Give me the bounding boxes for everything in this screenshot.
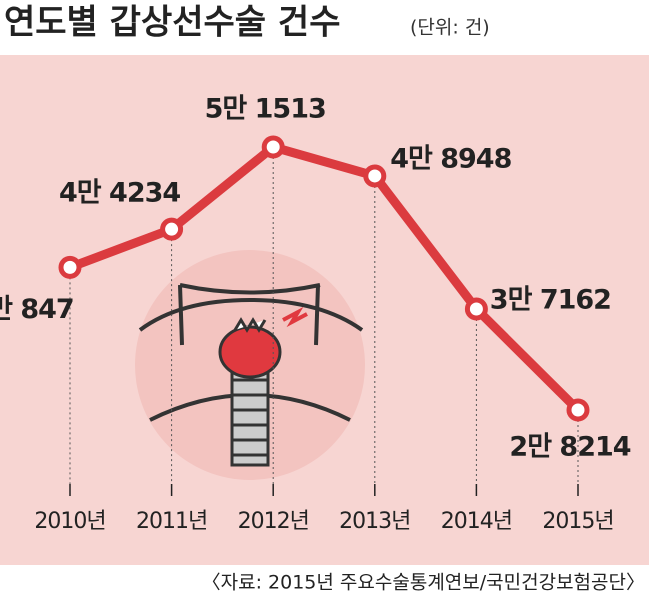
unit: (단위: 건) <box>410 17 490 39</box>
marker <box>566 398 590 422</box>
value-label: 4만 847 <box>0 294 74 325</box>
value-label: 5만 1513 <box>205 94 326 125</box>
value-label: 4만 4234 <box>59 178 180 209</box>
marker <box>160 217 184 241</box>
marker <box>58 255 82 279</box>
line <box>68 142 582 414</box>
x-tick-label: 2012년 <box>238 509 309 534</box>
value-label: 4만 8948 <box>390 143 511 174</box>
value-label: 2만 8214 <box>509 432 630 463</box>
x-tick-label: 2013년 <box>339 509 410 534</box>
marker <box>464 297 488 321</box>
marker <box>363 164 387 188</box>
chart-title: 연도별 갑상선수술 건수 <box>4 3 340 43</box>
x-tick-label: 2014년 <box>441 509 512 534</box>
x-tick-label: 2015년 <box>542 509 613 534</box>
marker <box>261 135 285 159</box>
value-label: 3만 7162 <box>490 284 611 315</box>
illustration <box>135 250 365 480</box>
x-tick-label: 2011년 <box>136 509 207 534</box>
source: 〈자료: 2015년 주요수술통계연보/국민건강보험공단〉 <box>202 572 645 594</box>
x-tick-label: 2010년 <box>34 509 105 534</box>
